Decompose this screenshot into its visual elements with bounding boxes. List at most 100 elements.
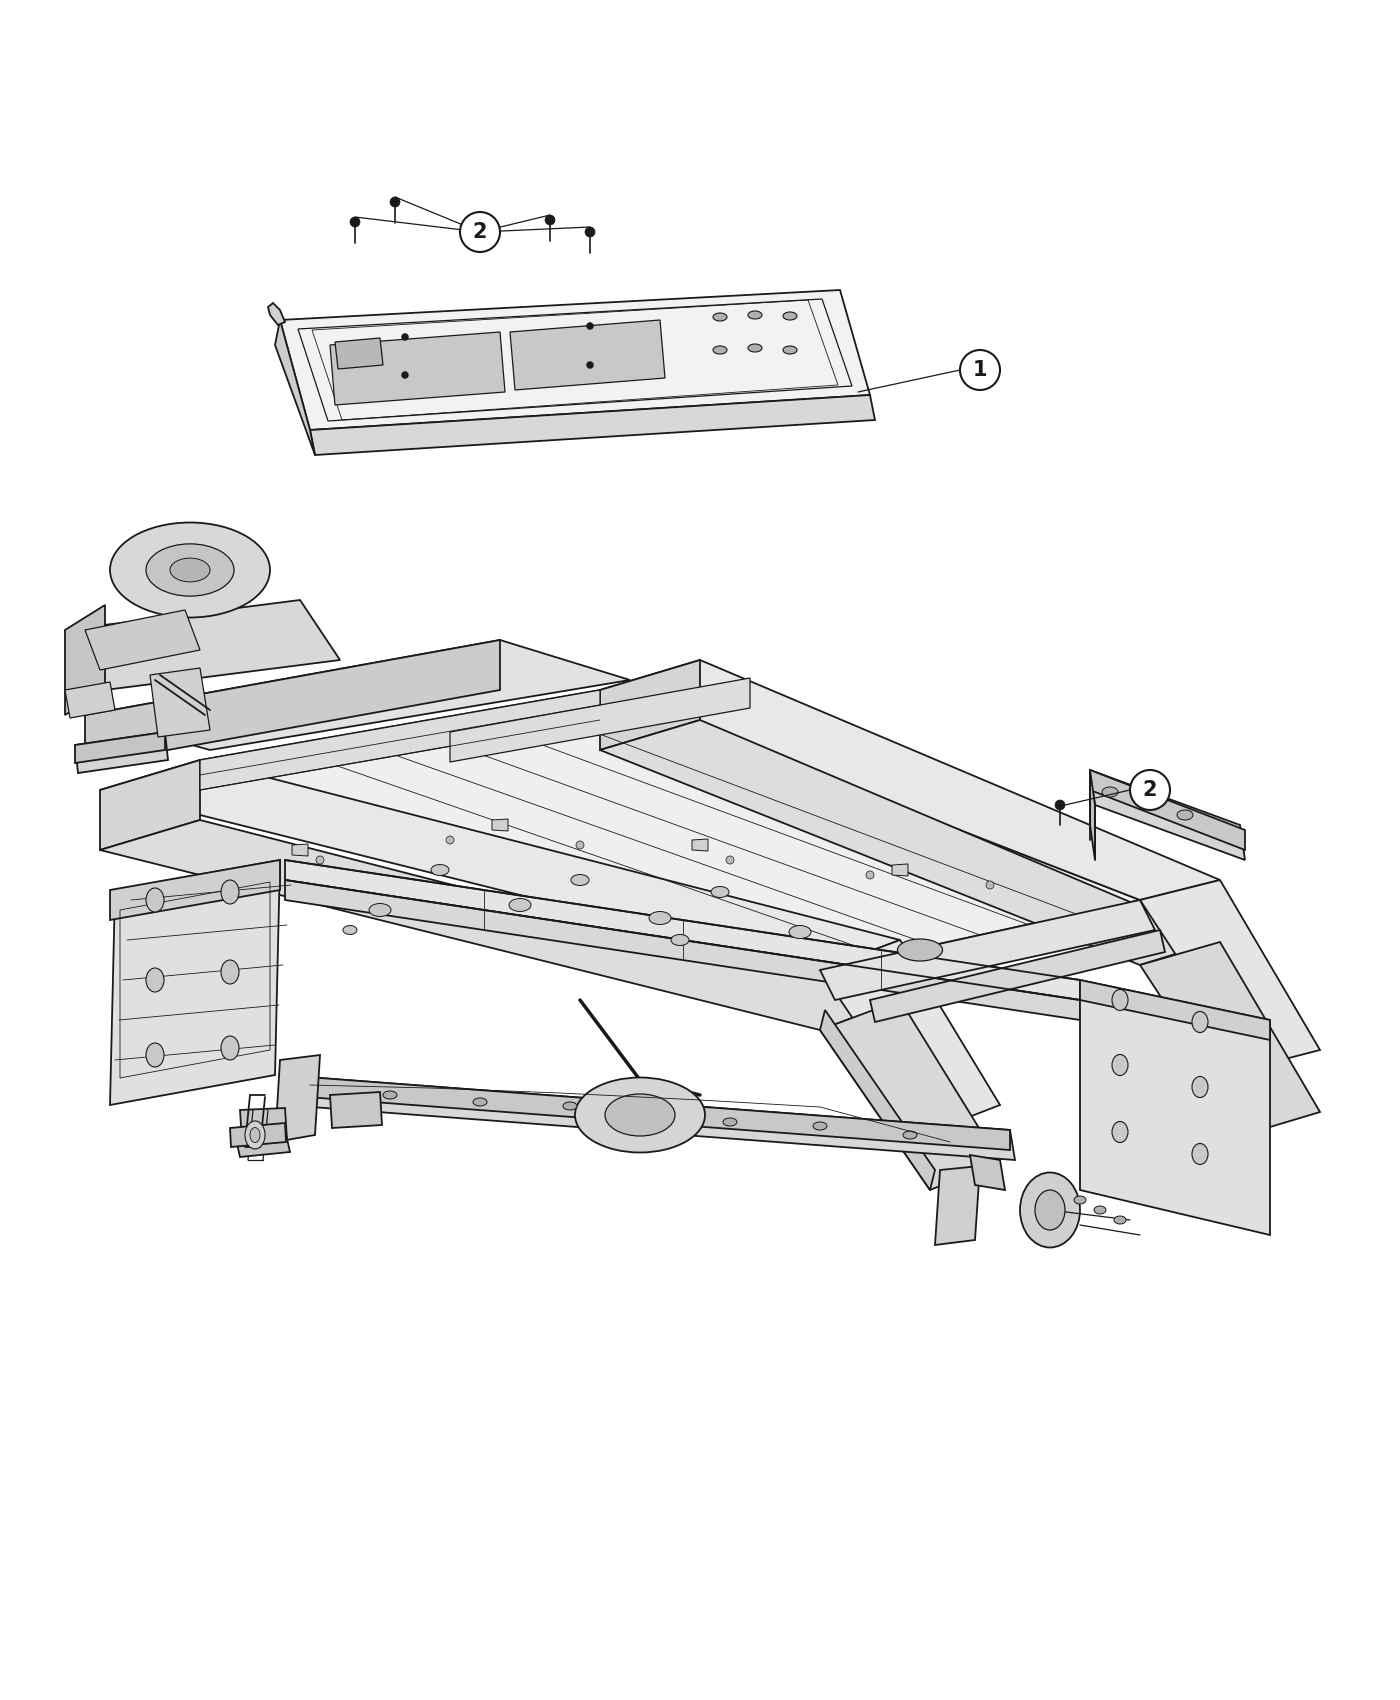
Circle shape xyxy=(585,228,595,236)
Ellipse shape xyxy=(221,1035,239,1061)
Circle shape xyxy=(350,218,360,228)
Polygon shape xyxy=(601,721,1219,966)
Ellipse shape xyxy=(897,938,942,960)
Ellipse shape xyxy=(111,522,270,617)
Polygon shape xyxy=(64,682,115,717)
Polygon shape xyxy=(280,1074,1009,1149)
Ellipse shape xyxy=(473,1098,487,1107)
Polygon shape xyxy=(820,1010,935,1190)
Circle shape xyxy=(960,350,1000,389)
Polygon shape xyxy=(99,760,900,971)
Circle shape xyxy=(545,214,554,224)
Ellipse shape xyxy=(903,1130,917,1139)
Polygon shape xyxy=(280,1074,1015,1159)
Circle shape xyxy=(316,857,323,864)
Circle shape xyxy=(447,836,454,843)
Polygon shape xyxy=(869,930,1165,1022)
Polygon shape xyxy=(970,1154,1005,1190)
Polygon shape xyxy=(330,332,505,405)
Circle shape xyxy=(867,870,874,879)
Polygon shape xyxy=(601,660,1219,899)
Ellipse shape xyxy=(1021,1173,1079,1248)
Polygon shape xyxy=(892,864,909,876)
Polygon shape xyxy=(239,1108,287,1142)
Polygon shape xyxy=(1091,770,1095,860)
Ellipse shape xyxy=(510,899,531,911)
Ellipse shape xyxy=(1191,1144,1208,1165)
Polygon shape xyxy=(330,1091,382,1129)
Ellipse shape xyxy=(343,925,357,935)
Ellipse shape xyxy=(1177,809,1193,819)
Circle shape xyxy=(461,212,500,252)
Polygon shape xyxy=(85,639,630,750)
Polygon shape xyxy=(449,678,750,762)
Polygon shape xyxy=(1079,979,1270,1234)
Ellipse shape xyxy=(722,1119,736,1125)
Ellipse shape xyxy=(605,1095,675,1136)
Polygon shape xyxy=(235,1130,290,1158)
Ellipse shape xyxy=(384,1091,398,1098)
Ellipse shape xyxy=(790,925,811,938)
Ellipse shape xyxy=(1074,1197,1086,1204)
Polygon shape xyxy=(1140,942,1320,1132)
Circle shape xyxy=(727,857,734,864)
Circle shape xyxy=(1056,801,1065,809)
Polygon shape xyxy=(200,690,601,790)
Ellipse shape xyxy=(1191,1076,1208,1098)
Polygon shape xyxy=(230,1124,286,1148)
Ellipse shape xyxy=(783,347,797,354)
Ellipse shape xyxy=(713,313,727,321)
Polygon shape xyxy=(1079,979,1270,1040)
Polygon shape xyxy=(150,668,210,738)
Ellipse shape xyxy=(251,1127,260,1142)
Polygon shape xyxy=(200,690,1140,971)
Ellipse shape xyxy=(575,1078,706,1153)
Polygon shape xyxy=(1091,770,1245,850)
Polygon shape xyxy=(1140,881,1320,1068)
Polygon shape xyxy=(111,860,280,920)
Polygon shape xyxy=(335,338,384,369)
Ellipse shape xyxy=(221,881,239,904)
Ellipse shape xyxy=(221,960,239,984)
Circle shape xyxy=(1130,770,1170,809)
Ellipse shape xyxy=(146,1044,164,1068)
Ellipse shape xyxy=(1112,1054,1128,1076)
Polygon shape xyxy=(76,733,165,763)
Polygon shape xyxy=(293,843,308,857)
Polygon shape xyxy=(111,860,280,1105)
Polygon shape xyxy=(820,899,1155,1000)
Ellipse shape xyxy=(650,911,671,925)
Ellipse shape xyxy=(245,1120,265,1149)
Polygon shape xyxy=(85,639,500,765)
Circle shape xyxy=(587,323,594,330)
Polygon shape xyxy=(1091,770,1245,860)
Circle shape xyxy=(391,197,400,207)
Ellipse shape xyxy=(1191,1012,1208,1032)
Circle shape xyxy=(402,333,409,340)
Polygon shape xyxy=(820,1000,1000,1190)
Ellipse shape xyxy=(1114,1216,1126,1224)
Ellipse shape xyxy=(783,313,797,320)
Ellipse shape xyxy=(748,311,762,320)
Ellipse shape xyxy=(1112,1122,1128,1142)
Polygon shape xyxy=(491,819,508,831)
Polygon shape xyxy=(274,1056,321,1142)
Ellipse shape xyxy=(146,544,234,597)
Polygon shape xyxy=(274,320,315,456)
Ellipse shape xyxy=(571,874,589,886)
Ellipse shape xyxy=(146,967,164,993)
Polygon shape xyxy=(286,860,1079,1000)
Polygon shape xyxy=(76,733,168,774)
Polygon shape xyxy=(601,660,700,750)
Polygon shape xyxy=(820,940,1000,1132)
Polygon shape xyxy=(280,291,869,430)
Ellipse shape xyxy=(711,886,729,898)
Ellipse shape xyxy=(1093,1205,1106,1214)
Ellipse shape xyxy=(146,887,164,911)
Circle shape xyxy=(402,372,409,379)
Polygon shape xyxy=(85,610,200,670)
Ellipse shape xyxy=(813,1122,827,1130)
Text: 1: 1 xyxy=(973,360,987,381)
Polygon shape xyxy=(64,605,105,716)
Polygon shape xyxy=(286,881,1079,1020)
